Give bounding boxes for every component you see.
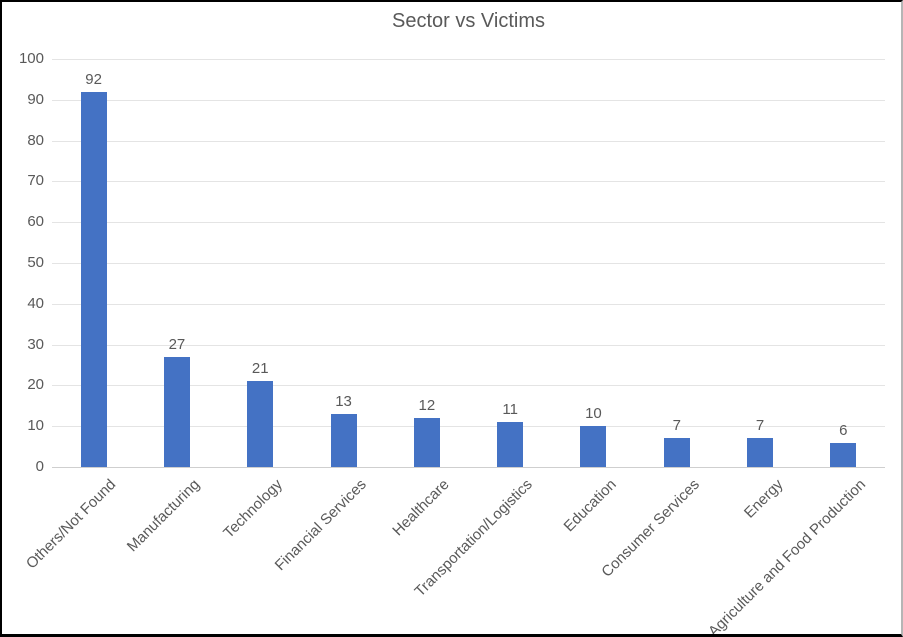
- x-tick-label: Technology: [220, 476, 287, 542]
- bar: [580, 426, 607, 467]
- bar-value-label: 7: [755, 417, 765, 435]
- gridline: [52, 385, 885, 387]
- x-tick-label: Financial Services: [271, 476, 370, 575]
- y-tick-label: 60: [27, 213, 44, 231]
- bar: [163, 356, 190, 467]
- x-tick-label: Healthcare: [389, 476, 453, 540]
- y-tick-label: 10: [27, 417, 44, 435]
- bar: [330, 413, 357, 467]
- bar-value-label: 27: [168, 335, 186, 353]
- x-tick-label: Agriculture and Food Production: [705, 476, 870, 637]
- bar-value-label: 21: [251, 360, 269, 378]
- bar: [747, 438, 774, 467]
- x-tick-label: Energy: [740, 476, 787, 522]
- y-tick-label: 30: [27, 335, 44, 353]
- x-axis-line: [52, 467, 885, 468]
- bar: [497, 422, 524, 467]
- x-tick-label: Manufacturing: [123, 476, 203, 556]
- bar-value-label: 7: [672, 417, 681, 435]
- gridline: [52, 426, 885, 428]
- bar: [247, 381, 274, 467]
- gridline: [52, 344, 885, 346]
- y-tick-label: 100: [18, 50, 44, 67]
- bar-value-label: 10: [585, 405, 602, 423]
- y-tick-label: 0: [35, 458, 44, 475]
- gridline: [52, 59, 885, 60]
- y-tick-label: 70: [27, 172, 44, 190]
- x-tick-label: Education: [560, 476, 620, 536]
- bar: [80, 91, 107, 467]
- bar-value-label: 13: [335, 392, 352, 410]
- x-tick-label: Others/Not Found: [23, 476, 120, 573]
- gridline: [52, 222, 885, 224]
- bar: [663, 438, 690, 467]
- bar: [413, 418, 440, 467]
- bar-value-label: 92: [85, 70, 102, 88]
- chart-title: Sector vs Victims: [392, 10, 545, 32]
- y-tick-label: 50: [27, 254, 44, 271]
- y-tick-label: 20: [27, 376, 44, 394]
- bar-value-label: 11: [502, 401, 518, 419]
- gridline: [52, 263, 885, 264]
- y-tick-label: 90: [27, 90, 44, 108]
- gridline: [52, 99, 885, 101]
- gridline: [52, 140, 885, 142]
- bar-value-label: 12: [418, 397, 436, 415]
- gridline: [52, 303, 885, 305]
- y-tick-label: 40: [27, 294, 44, 312]
- bar-value-label: 6: [839, 421, 848, 439]
- y-tick-label: 80: [27, 131, 44, 149]
- bar: [830, 442, 857, 467]
- gridline: [52, 181, 885, 183]
